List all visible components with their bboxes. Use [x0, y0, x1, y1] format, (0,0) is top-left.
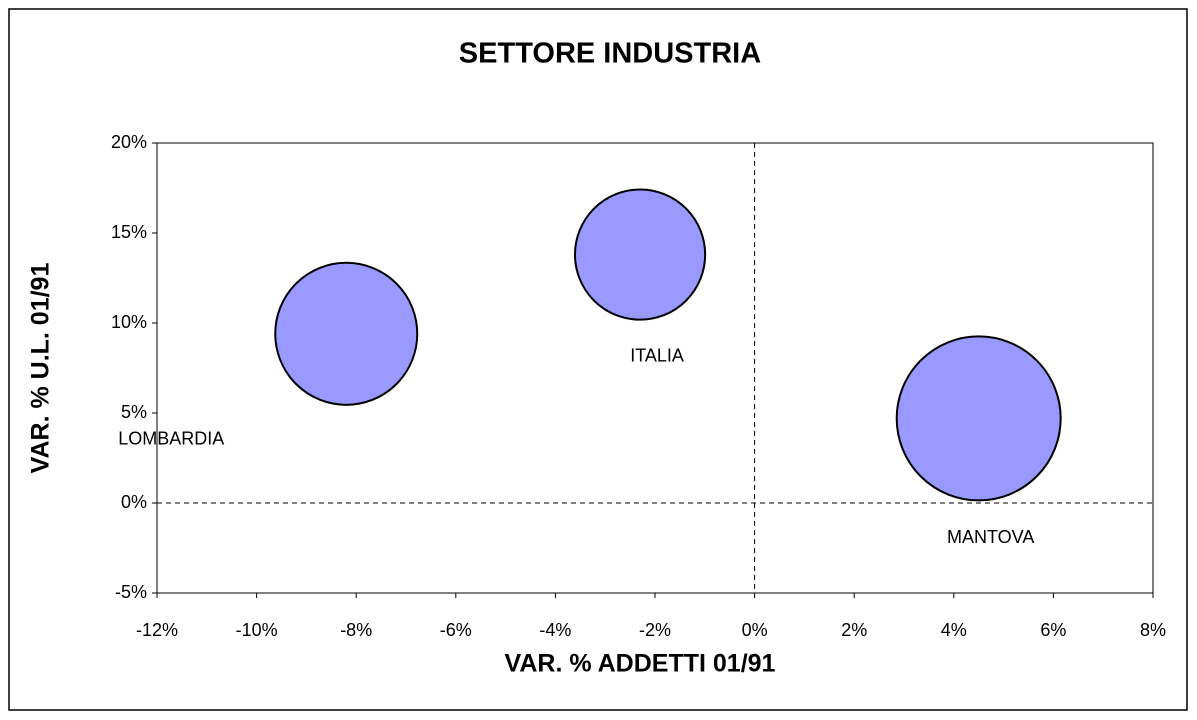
x-tick-label: -6% [440, 620, 472, 640]
x-tick-label: 8% [1140, 620, 1166, 640]
x-tick-label: 2% [841, 620, 867, 640]
chart-title: SETTORE INDUSTRIA [459, 38, 761, 70]
y-tick-label: -5% [115, 582, 147, 602]
x-tick-label: 0% [742, 620, 768, 640]
x-tick-label: -8% [340, 620, 372, 640]
x-tick-label: -10% [236, 620, 278, 640]
y-tick-label: 5% [121, 402, 147, 422]
x-tick-label: 6% [1040, 620, 1066, 640]
x-tick-label: -2% [639, 620, 671, 640]
point-label: MANTOVA [947, 527, 1034, 547]
x-tick-label: -4% [539, 620, 571, 640]
point-label: ITALIA [630, 345, 684, 365]
x-tick-label: -12% [136, 620, 178, 640]
bubble [895, 335, 1062, 502]
bubble [274, 261, 419, 406]
y-axis-label: VAR. % U.L. 01/91 [27, 263, 55, 474]
bubble [573, 188, 707, 321]
x-axis-label: VAR. % ADDETTI 01/91 [505, 650, 776, 678]
point-label: LOMBARDIA [118, 429, 224, 449]
y-tick-label: 10% [111, 312, 147, 332]
y-tick-label: 15% [111, 222, 147, 242]
x-tick-label: 4% [941, 620, 967, 640]
y-tick-label: 20% [111, 132, 147, 152]
y-tick-label: 0% [121, 492, 147, 512]
